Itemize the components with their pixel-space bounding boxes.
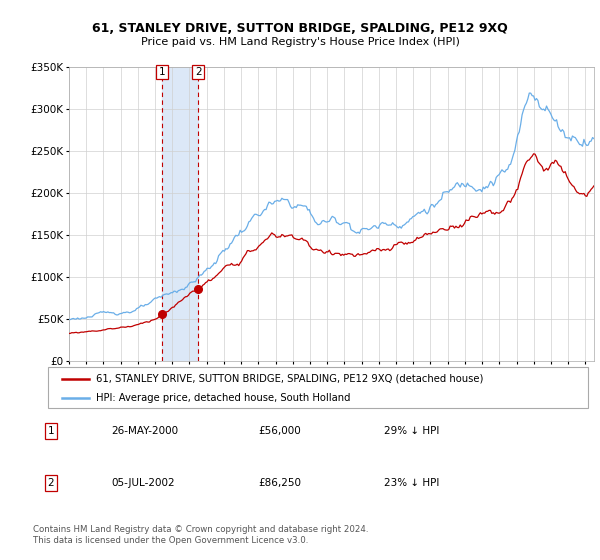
Text: £56,000: £56,000 [258, 426, 301, 436]
Text: HPI: Average price, detached house, South Holland: HPI: Average price, detached house, Sout… [95, 393, 350, 403]
Text: 29% ↓ HPI: 29% ↓ HPI [384, 426, 439, 436]
Text: 61, STANLEY DRIVE, SUTTON BRIDGE, SPALDING, PE12 9XQ: 61, STANLEY DRIVE, SUTTON BRIDGE, SPALDI… [92, 22, 508, 35]
Text: 05-JUL-2002: 05-JUL-2002 [111, 478, 175, 488]
Text: 1: 1 [158, 67, 165, 77]
Text: 23% ↓ HPI: 23% ↓ HPI [384, 478, 439, 488]
Text: 61, STANLEY DRIVE, SUTTON BRIDGE, SPALDING, PE12 9XQ (detached house): 61, STANLEY DRIVE, SUTTON BRIDGE, SPALDI… [95, 374, 483, 384]
Bar [162, 67, 198, 361]
Text: 26-MAY-2000: 26-MAY-2000 [111, 426, 178, 436]
Text: 2: 2 [47, 478, 55, 488]
Text: Contains HM Land Registry data © Crown copyright and database right 2024.
This d: Contains HM Land Registry data © Crown c… [33, 525, 368, 545]
Text: 2: 2 [195, 67, 202, 77]
Text: £86,250: £86,250 [258, 478, 301, 488]
Text: Price paid vs. HM Land Registry's House Price Index (HPI): Price paid vs. HM Land Registry's House … [140, 37, 460, 47]
Text: 1: 1 [47, 426, 55, 436]
